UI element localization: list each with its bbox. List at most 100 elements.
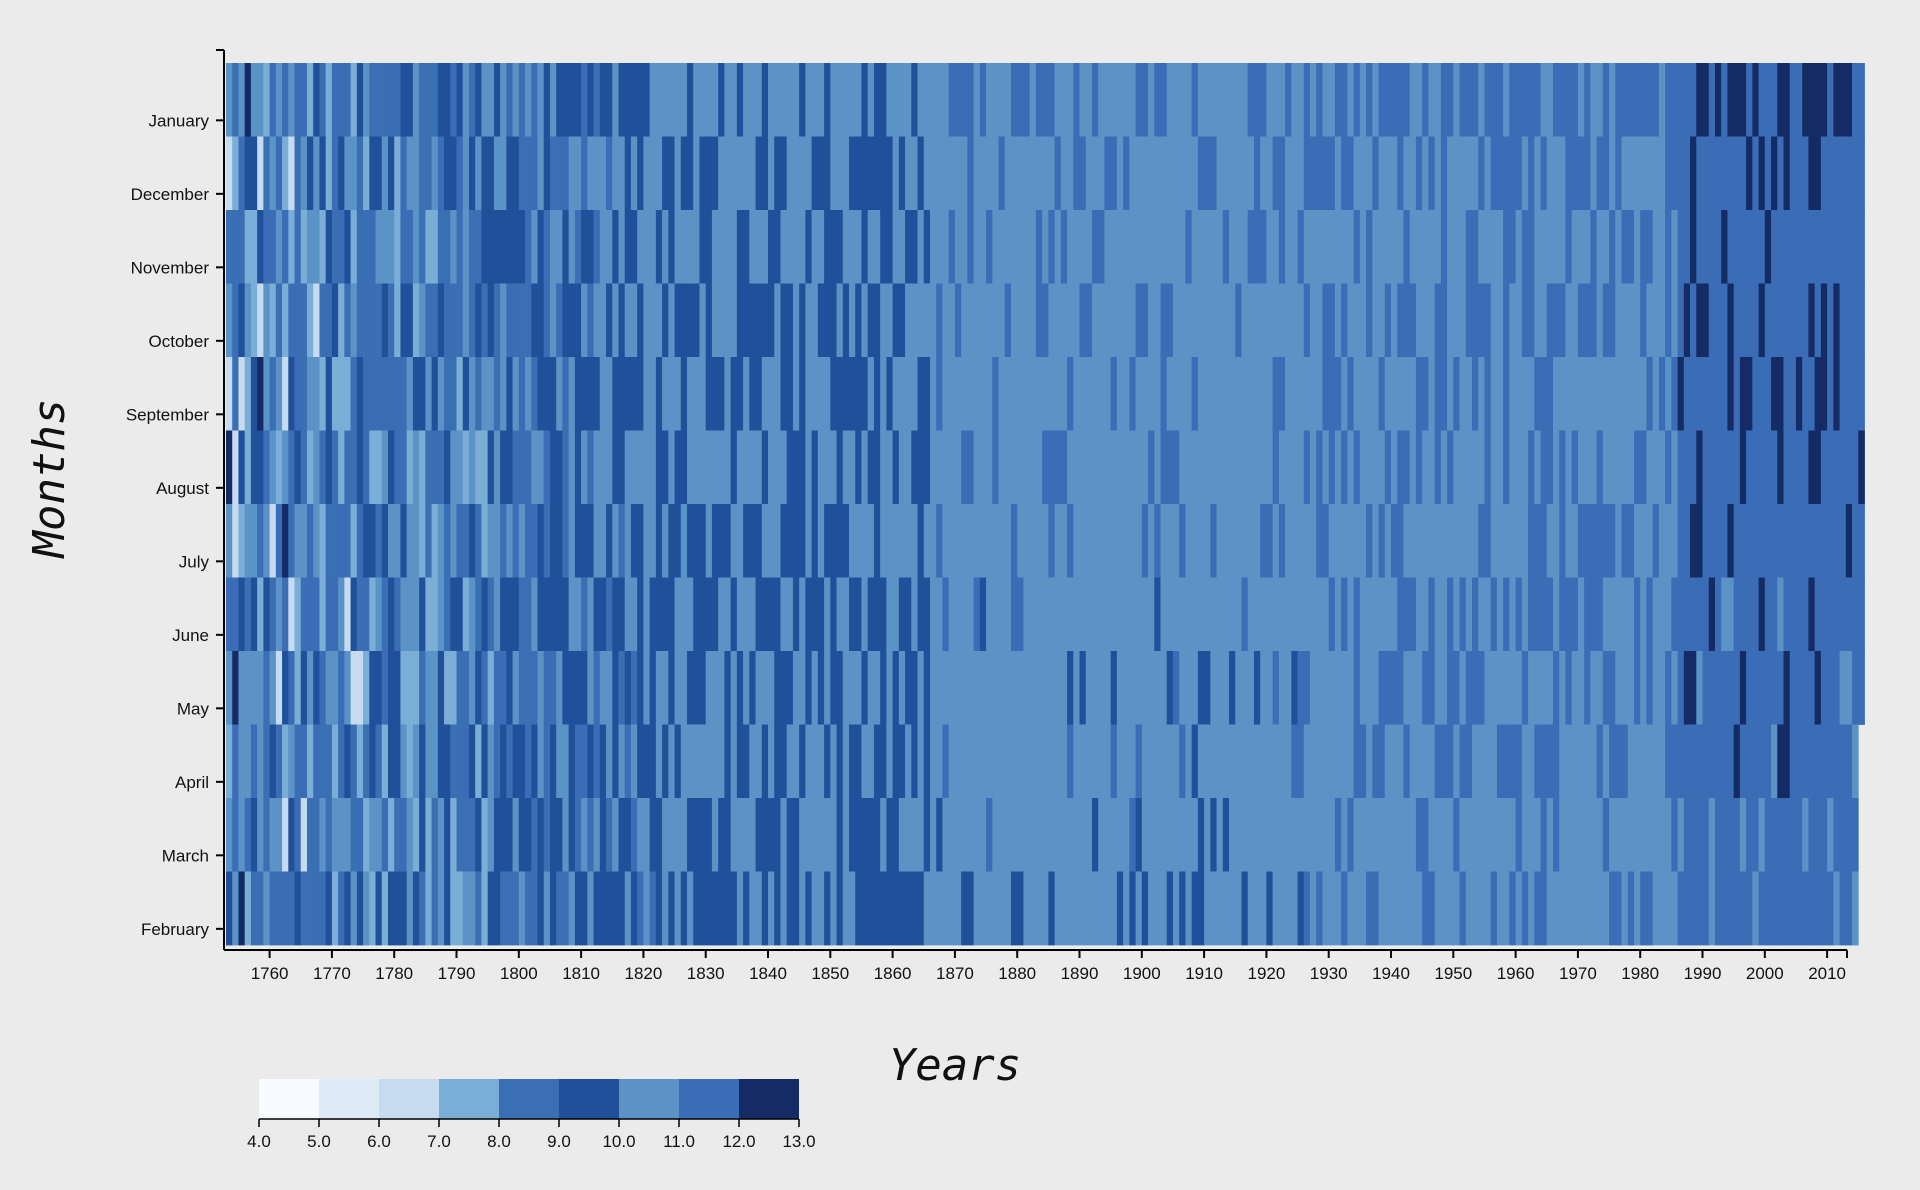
heatmap-cell [1397,504,1404,578]
heatmap-cell [288,577,295,652]
heatmap-cell [1191,210,1199,284]
heatmap-cell [1123,798,1130,872]
heatmap-cell [1484,136,1492,211]
heatmap-cell [1272,430,1280,505]
heatmap-cell [936,724,943,799]
heatmap-cell [1665,63,1672,137]
heatmap-cell [1347,724,1355,799]
heatmap-cell [718,724,725,799]
heatmap-cell [1447,798,1454,872]
heatmap-cell [487,136,495,211]
heatmap-cell [1035,871,1043,946]
x-tick-label: 1950 [1434,964,1472,983]
heatmap-cell [736,357,744,431]
heatmap-cell [1552,430,1560,505]
heatmap-cell [1017,136,1024,211]
heatmap-cell [1154,651,1161,725]
heatmap-cell [1397,724,1404,799]
heatmap-cell [705,504,713,578]
heatmap-cell [1739,724,1747,799]
heatmap-cell [768,430,775,505]
heatmap-cell [929,283,937,358]
heatmap-cell [1671,504,1678,578]
heatmap-cell [687,577,694,652]
heatmap-cell [886,871,894,946]
y-axis: JanuaryDecemberNovemberOctoberSeptemberA… [126,49,225,950]
heatmap-cell [867,651,875,725]
heatmap-cell [319,504,327,578]
heatmap-cell [637,63,644,137]
heatmap-cell [1546,871,1554,946]
heatmap-cell [1465,577,1473,652]
x-tick-label: 1850 [811,964,849,983]
heatmap-cell [1422,871,1429,946]
heatmap-cell [923,798,931,872]
heatmap-cell [1521,210,1529,284]
heatmap-cell [861,357,869,431]
heatmap-cell [1453,210,1460,284]
heatmap-cell [306,283,314,358]
heatmap-cell [1465,430,1473,505]
heatmap-cell [1802,798,1809,872]
heatmap-cell [618,136,626,211]
heatmap-cell [1204,724,1211,799]
heatmap-cell [736,63,744,137]
heatmap-cell [313,283,320,358]
heatmap-cell [849,798,856,872]
heatmap-cell [1652,871,1660,946]
heatmap-cell [1328,651,1336,725]
heatmap-cell [711,136,719,211]
heatmap-cell [1852,871,1859,946]
heatmap-cell [1665,798,1672,872]
heatmap-cell [525,504,532,578]
heatmap-cell [643,210,651,284]
heatmap-cell [1347,577,1355,652]
heatmap-cell [500,63,507,137]
heatmap-cell [381,871,389,946]
heatmap-cell [525,724,532,799]
heatmap-cell [606,724,613,799]
heatmap-cell [1272,504,1280,578]
heatmap-cell [761,136,769,211]
heatmap-cell [1721,798,1728,872]
heatmap-cell [325,577,333,652]
heatmap-cell [892,651,900,725]
heatmap-cell [1852,63,1859,137]
heatmap-cell [344,798,351,872]
heatmap-cell [1216,651,1224,725]
heatmap-cell [1391,651,1398,725]
heatmap-cell [898,430,906,505]
heatmap-cell [1247,724,1255,799]
heatmap-cell [375,871,383,946]
heatmap-cell [412,651,420,725]
heatmap-cell [406,798,414,872]
heatmap-cell [711,357,719,431]
heatmap-cell [761,504,769,578]
heatmap-cell [275,63,283,137]
heatmap-cell [1795,724,1803,799]
heatmap-cell [792,63,800,137]
heatmap-cell [805,357,813,431]
heatmap-cell [1746,724,1753,799]
heatmap-cell [1827,724,1834,799]
heatmap-cell [1060,504,1068,578]
heatmap-cell [724,430,732,505]
heatmap-cell [755,210,763,284]
heatmap-cell [531,63,538,137]
heatmap-cell [1496,798,1504,872]
heatmap-cell [923,504,931,578]
heatmap-cell [1484,724,1492,799]
heatmap-cell [437,210,445,284]
heatmap-cell [1415,724,1423,799]
heatmap-cell [655,357,663,431]
heatmap-cell [1665,357,1672,431]
heatmap-cell [662,798,669,872]
heatmap-cell [1633,577,1641,652]
heatmap-cell [630,724,638,799]
heatmap-cell [500,724,507,799]
heatmap-cell [1191,504,1199,578]
heatmap-cell [257,136,264,211]
heatmap-cell [986,504,993,578]
heatmap-cell [568,136,576,211]
heatmap-cell [1148,651,1155,725]
